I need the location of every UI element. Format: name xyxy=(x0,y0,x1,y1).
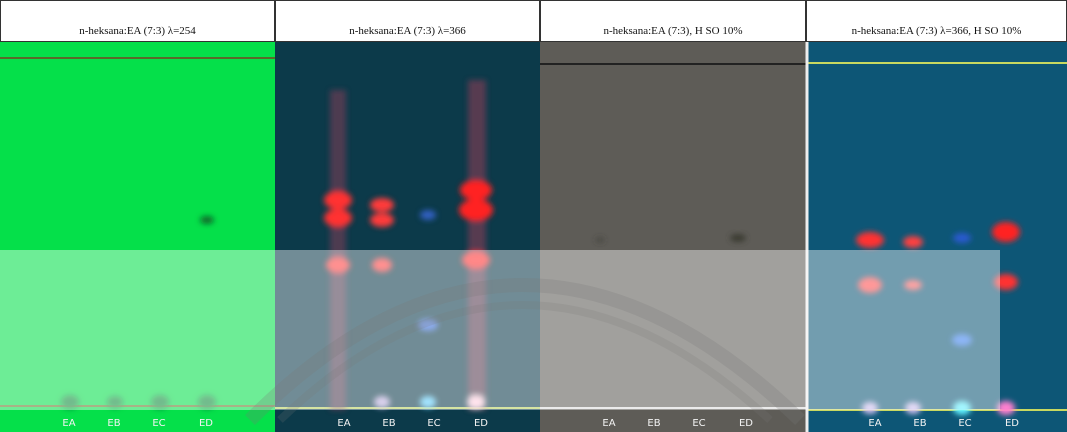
lane-label: EA xyxy=(337,418,350,429)
lane-label: EB xyxy=(107,418,120,429)
lane-label: EC xyxy=(692,418,705,429)
lane-label: EB xyxy=(913,418,926,429)
panel-title: n-heksana:EA (7:3), H SO 10% xyxy=(603,25,742,37)
lane-label: ED xyxy=(199,418,213,429)
lane-label: EB xyxy=(647,418,660,429)
lane-label: EA xyxy=(868,418,881,429)
lane-label: EB xyxy=(382,418,395,429)
lane-label: EA xyxy=(62,418,75,429)
lane-label: EC xyxy=(958,418,971,429)
panel-title: n-heksana:EA (7:3) λ=366, H SO 10% xyxy=(852,25,1022,37)
lane-label: ED xyxy=(739,418,753,429)
lane-label: EA xyxy=(602,418,615,429)
watermark xyxy=(0,250,1000,420)
lane-label: EC xyxy=(152,418,165,429)
panel-title: n-heksana:EA (7:3) λ=366 xyxy=(349,25,466,37)
lane-label: EC xyxy=(427,418,440,429)
tlc-figure: n-heksana:EA (7:3) λ=254 n-heksana:EA (7:… xyxy=(0,0,1067,432)
panel-title: n-heksana:EA (7:3) λ=254 xyxy=(79,25,196,37)
lane-label: ED xyxy=(1005,418,1019,429)
headers: n-heksana:EA (7:3) λ=254 n-heksana:EA (7:… xyxy=(1,1,1067,42)
lane-label: ED xyxy=(474,418,488,429)
